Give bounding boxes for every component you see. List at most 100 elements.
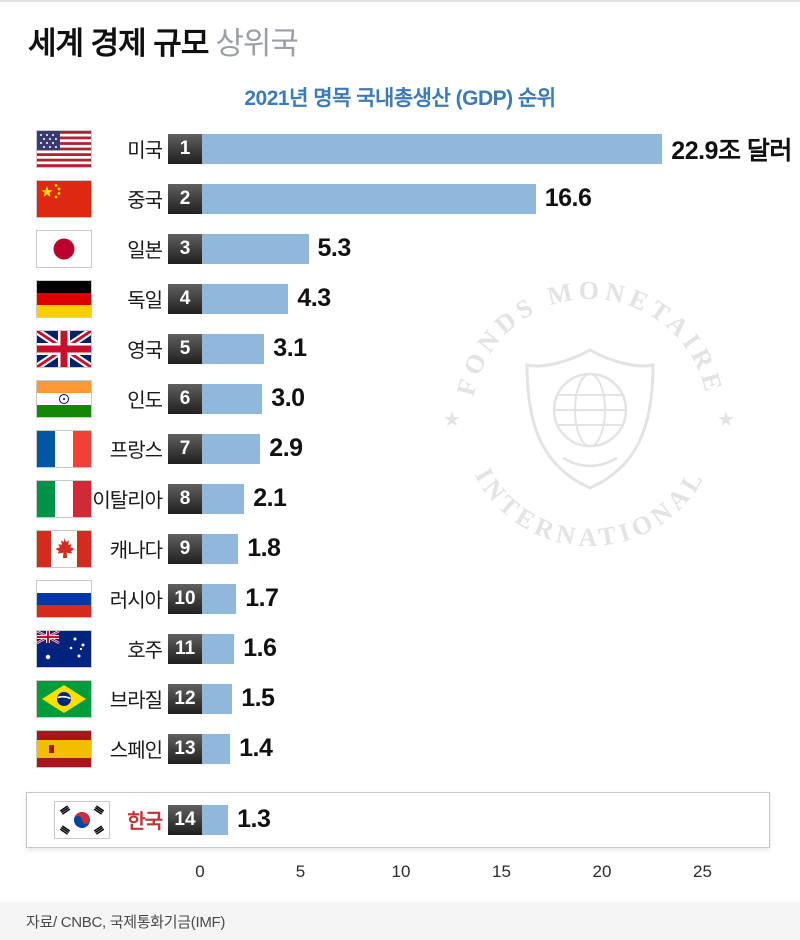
- gdp-bar: [202, 283, 289, 314]
- rank-badge: 4: [168, 283, 202, 314]
- flag-canada-icon: [36, 529, 92, 568]
- watermark-star-right-icon: ★: [717, 409, 735, 431]
- gdp-bar-chart: FONDS MONETAIRE INTERNATIONAL ★ ★ 미국 1: [0, 124, 800, 886]
- x-axis-tick-0: 0: [195, 861, 205, 881]
- rank-badge: 5: [168, 333, 202, 364]
- value-label: 1.8: [247, 534, 281, 563]
- value-label: 16.6: [544, 184, 592, 213]
- flag-australia-icon: [36, 629, 92, 668]
- watermark-star-left-icon: ★: [443, 409, 461, 431]
- bar-row-usa: 미국 1 22.9조 달러: [0, 124, 800, 174]
- country-label: 독일: [127, 290, 163, 313]
- value-label: 1.5: [241, 684, 275, 713]
- gdp-bar: [202, 533, 239, 564]
- imf-logo-watermark: FONDS MONETAIRE INTERNATIONAL ★ ★: [425, 252, 755, 582]
- flag-uk-icon: [36, 329, 92, 368]
- rank-badge: 7: [168, 433, 202, 464]
- flag-brazil-icon: [36, 679, 92, 718]
- value-label: 1.7: [245, 584, 279, 613]
- gdp-bar: [202, 383, 263, 414]
- bar-row-brazil: 브라질 12 1.5: [0, 674, 800, 724]
- country-label: 호주: [127, 640, 163, 663]
- gdp-bar: [202, 483, 245, 514]
- country-label: 러시아: [109, 590, 163, 613]
- gdp-bar: [202, 633, 235, 664]
- flag-japan-icon: [36, 229, 92, 268]
- x-axis-tick-20: 20: [592, 861, 612, 881]
- gdp-bar: [202, 133, 663, 164]
- value-label: 3.1: [273, 334, 307, 363]
- rank-badge: 2: [168, 183, 202, 214]
- bar-row-uk: 영국 5 3.1: [0, 324, 800, 374]
- gdp-bar: [202, 804, 229, 835]
- rank-badge: 13: [168, 733, 202, 764]
- value-label: 22.9조 달러: [671, 136, 792, 165]
- rank-badge: 14: [168, 804, 202, 835]
- flag-germany-icon: [36, 279, 92, 318]
- country-label: 한국: [127, 811, 163, 834]
- country-label: 미국: [127, 140, 163, 163]
- x-axis-tick-5: 5: [295, 861, 306, 881]
- value-label: 1.3: [237, 805, 271, 834]
- page-title-light: 상위국: [215, 26, 299, 61]
- bar-rows: 미국 1 22.9조 달러 중국 2 16.6 일본 3 5.3 독일 4 4.…: [0, 124, 800, 774]
- country-label: 인도: [127, 390, 163, 413]
- rank-badge: 12: [168, 683, 202, 714]
- x-axis-tick-25: 25: [693, 861, 712, 881]
- chart-subtitle: 2021년 명목 국내총생산 (GDP) 순위: [244, 86, 556, 110]
- bar-row-china: 중국 2 16.6: [0, 174, 800, 224]
- value-label: 2.1: [253, 484, 287, 513]
- country-label: 브라질: [109, 690, 163, 713]
- rank-badge: 3: [168, 233, 202, 264]
- bar-row-spain: 스페인 13 1.4: [0, 724, 800, 774]
- flag-spain-icon: [36, 729, 92, 768]
- x-axis: 0 5 10 15 20 25: [195, 861, 800, 886]
- bar-row-germany: 독일 4 4.3: [0, 274, 800, 324]
- rank-badge: 1: [168, 133, 202, 164]
- korea-highlight-box: 한국 14 1.3: [26, 791, 770, 848]
- country-label: 일본: [127, 240, 163, 263]
- gdp-bar: [202, 683, 233, 714]
- country-label: 영국: [127, 340, 163, 363]
- bar-row-italy: 이탈리아 8 2.1: [0, 474, 800, 524]
- value-label: 3.0: [271, 384, 305, 413]
- gdp-bar: [202, 583, 237, 614]
- rank-badge: 11: [168, 633, 202, 664]
- flag-russia-icon: [36, 579, 92, 618]
- page-title-bold: 세계 경제 규모: [28, 26, 209, 61]
- bar-row-russia: 러시아 10 1.7: [0, 574, 800, 624]
- gdp-bar: [202, 733, 231, 764]
- country-label: 스페인: [109, 740, 163, 763]
- flag-france-icon: [36, 429, 92, 468]
- gdp-bar: [202, 333, 265, 364]
- flag-china-icon: [36, 179, 92, 218]
- gdp-bar: [202, 183, 536, 214]
- value-label: 5.3: [317, 234, 352, 263]
- bar-row-canada: 캐나다 9 1.8: [0, 524, 800, 574]
- bar-row-india: 인도 6 3.0: [0, 374, 800, 424]
- rank-badge: 9: [168, 533, 202, 564]
- bar-row-australia: 호주 11 1.6: [0, 624, 800, 674]
- value-label: 1.4: [239, 734, 273, 763]
- value-label: 4.3: [297, 284, 331, 313]
- gdp-bar: [202, 433, 261, 464]
- value-label: 1.6: [243, 634, 277, 663]
- flag-india-icon: [36, 379, 92, 418]
- source-note: 자료/ CNBC, 국제통화기금(IMF): [0, 902, 800, 940]
- rank-badge: 10: [168, 583, 202, 614]
- watermark-shield-globe-icon: [525, 347, 655, 490]
- flag-usa-icon: [36, 129, 92, 168]
- country-label: 캐나다: [109, 540, 163, 563]
- value-label: 2.9: [269, 434, 303, 463]
- rank-badge: 6: [168, 383, 202, 414]
- country-label: 이탈리아: [92, 490, 163, 513]
- gdp-bar: [202, 233, 309, 264]
- x-axis-tick-10: 10: [391, 861, 411, 881]
- country-label: 중국: [127, 190, 163, 213]
- x-axis-tick-15: 15: [492, 861, 511, 881]
- bar-row-south-korea: 한국 14 1.3: [27, 800, 769, 839]
- flag-south-korea-icon: [54, 800, 110, 839]
- bar-row-japan: 일본 3 5.3: [0, 224, 800, 274]
- page-title: 세계 경제 규모 상위국: [0, 2, 800, 62]
- country-label: 프랑스: [109, 440, 163, 463]
